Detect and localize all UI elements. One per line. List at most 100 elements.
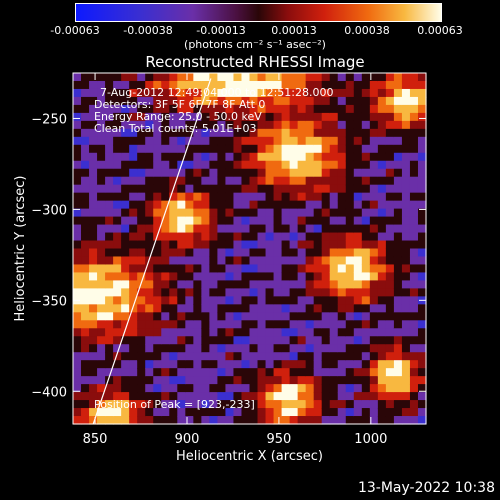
heatmap-cell (113, 152, 122, 162)
heatmap-cell (233, 176, 243, 186)
heatmap-cell (169, 272, 178, 282)
heatmap-cell (153, 360, 162, 369)
heatmap-cell (209, 256, 219, 266)
heatmap-cell (377, 80, 387, 90)
heatmap-cell (289, 248, 299, 258)
heatmap-cell (105, 240, 114, 250)
heatmap-cell (169, 240, 178, 250)
heatmap-cell (217, 352, 227, 361)
heatmap-cell (337, 200, 347, 210)
heatmap-cell (369, 328, 379, 337)
heatmap-cell (281, 200, 291, 210)
heatmap-cell (161, 73, 170, 82)
heatmap-cell (257, 112, 267, 122)
heatmap-cell (193, 168, 202, 178)
heatmap-cell (369, 88, 379, 98)
heatmap-cell (393, 216, 403, 226)
heatmap-cell (241, 152, 251, 162)
heatmap-cell (417, 368, 427, 377)
heatmap-cell (417, 320, 427, 329)
heatmap-cell (177, 272, 186, 282)
heatmap-cell (113, 176, 122, 186)
heatmap-cell (225, 168, 235, 178)
heatmap-cell (121, 296, 130, 305)
heatmap-cell (377, 392, 387, 401)
heatmap-cell (105, 168, 114, 178)
heatmap-cell (161, 168, 170, 178)
heatmap-cell (169, 248, 178, 258)
heatmap-cell (313, 288, 323, 297)
heatmap-cell (185, 264, 194, 274)
heatmap-cell (193, 128, 202, 138)
heatmap-cell (369, 352, 379, 361)
heatmap-cell (297, 304, 307, 313)
heatmap-cell (121, 216, 130, 226)
heatmap-cell (153, 304, 162, 313)
heatmap-cell (97, 192, 106, 202)
heatmap-cell (193, 152, 202, 162)
heatmap-cell (97, 96, 106, 106)
heatmap-cell (201, 248, 210, 258)
heatmap-cell (321, 240, 331, 250)
heatmap-cell (305, 128, 315, 138)
heatmap-cell (273, 184, 283, 194)
heatmap-cell (201, 296, 210, 305)
heatmap-cell (313, 304, 323, 313)
heatmap-cell (401, 368, 411, 377)
heatmap-cell (249, 232, 259, 242)
heatmap-cell (281, 104, 291, 114)
heatmap-cell (345, 200, 355, 210)
heatmap-cell (241, 96, 251, 106)
heatmap-cell (185, 152, 194, 162)
heatmap-cell (169, 264, 178, 274)
heatmap-cell (105, 104, 114, 114)
heatmap-cell (257, 128, 267, 138)
heatmap-cell (201, 144, 210, 154)
heatmap-cell (409, 80, 419, 90)
heatmap-cell (401, 120, 411, 130)
heatmap-cell (305, 400, 315, 409)
heatmap-cell (73, 160, 82, 170)
heatmap-cell (249, 264, 259, 274)
heatmap-cell (153, 80, 162, 90)
heatmap-cell (273, 408, 283, 417)
heatmap-cell (297, 192, 307, 202)
heatmap-cell (185, 112, 194, 122)
heatmap-cell (385, 184, 395, 194)
heatmap-cell (393, 128, 403, 138)
heatmap-cell (217, 168, 227, 178)
heatmap-cell (249, 320, 259, 329)
heatmap-cell (201, 168, 210, 178)
heatmap-cell (313, 408, 323, 417)
heatmap-cell (329, 384, 339, 393)
heatmap-cell (313, 352, 323, 361)
heatmap-cell (417, 304, 427, 313)
heatmap-cell (129, 352, 138, 361)
heatmap-cell (113, 128, 122, 138)
heatmap-cell (81, 96, 90, 106)
heatmap-cell (297, 168, 307, 178)
heatmap-cell (73, 344, 82, 353)
heatmap-cell (177, 376, 186, 385)
heatmap-cell (121, 416, 130, 425)
heatmap-cell (153, 376, 162, 385)
heatmap-cell (369, 256, 379, 266)
heatmap-cell (249, 96, 259, 106)
heatmap-cell (393, 344, 403, 353)
heatmap-cell (169, 288, 178, 297)
heatmap-cell (97, 136, 106, 146)
heatmap-cell (113, 304, 122, 313)
heatmap-cell (377, 184, 387, 194)
heatmap-cell (385, 136, 395, 146)
heatmap-cell (289, 384, 299, 393)
heatmap-cell (97, 352, 106, 361)
heatmap-cell (393, 232, 403, 242)
heatmap-cell (337, 96, 347, 106)
heatmap-cell (401, 73, 411, 82)
heatmap-cell (105, 224, 114, 234)
heatmap-cell (409, 264, 419, 274)
heatmap-cell (241, 320, 251, 329)
heatmap-cell (329, 328, 339, 337)
heatmap-cell (225, 384, 235, 393)
heatmap-cell (297, 184, 307, 194)
